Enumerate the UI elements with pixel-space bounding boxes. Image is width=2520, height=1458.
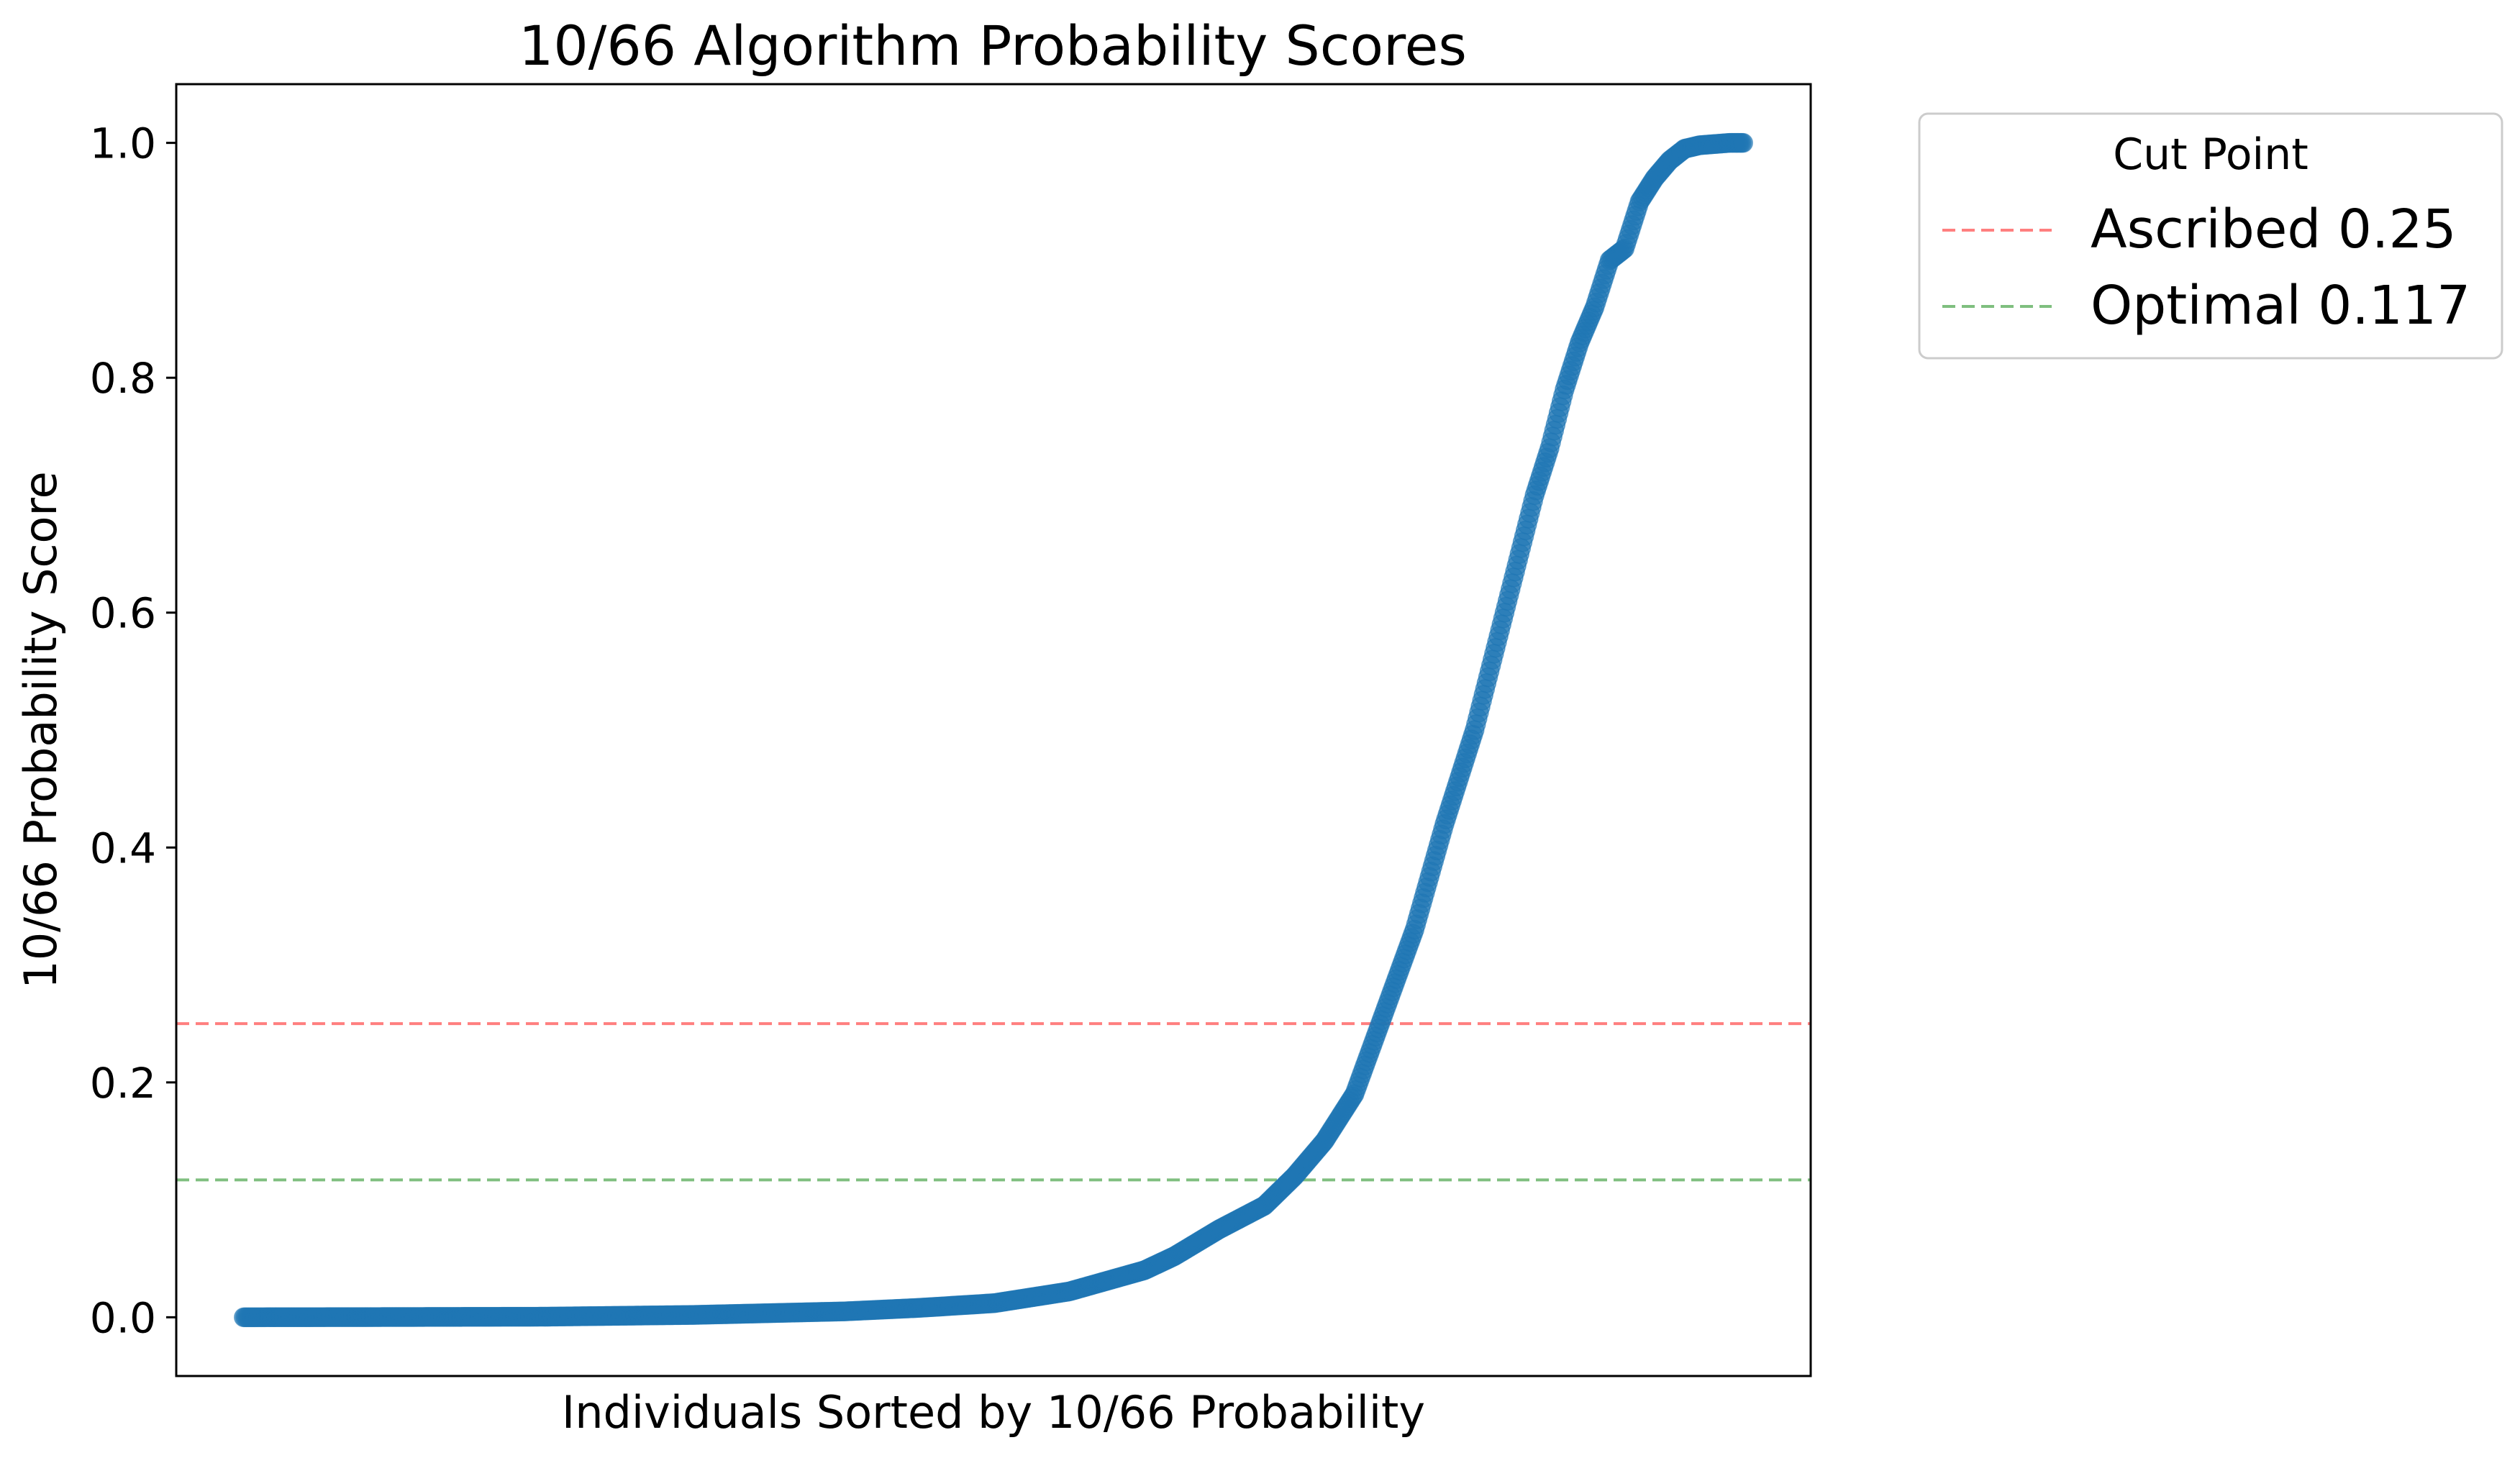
y-tick-label: 0.6	[90, 589, 156, 638]
y-tick-label: 0.2	[90, 1059, 156, 1108]
threshold-lines	[176, 1022, 1811, 1182]
data-point	[1733, 132, 1753, 153]
y-axis-label: 10/66 Probability Score	[14, 471, 67, 988]
y-tick-label: 1.0	[90, 119, 156, 168]
plot-frame	[175, 83, 1812, 1377]
chart-title: 10/66 Algorithm Probability Scores	[519, 14, 1467, 78]
legend-title: Cut Point	[2113, 129, 2309, 180]
x-axis-label: Individuals Sorted by 10/66 Probability	[562, 1386, 1425, 1439]
y-tick-label: 0.0	[90, 1293, 156, 1342]
y-tick-label: 0.8	[90, 354, 156, 403]
y-axis-ticks: 0.0 0.2 0.4 0.6 0.8 1.0	[90, 119, 176, 1342]
legend-box	[1918, 112, 2503, 360]
y-tick-label: 0.4	[90, 824, 156, 872]
data-points	[234, 132, 1753, 1328]
legend: Cut Point Ascribed 0.25 Optimal 0.117	[1918, 112, 2503, 360]
legend-entry-ascribed: Ascribed 0.25	[2091, 199, 2457, 260]
legend-entry-optimal: Optimal 0.117	[2091, 275, 2470, 337]
